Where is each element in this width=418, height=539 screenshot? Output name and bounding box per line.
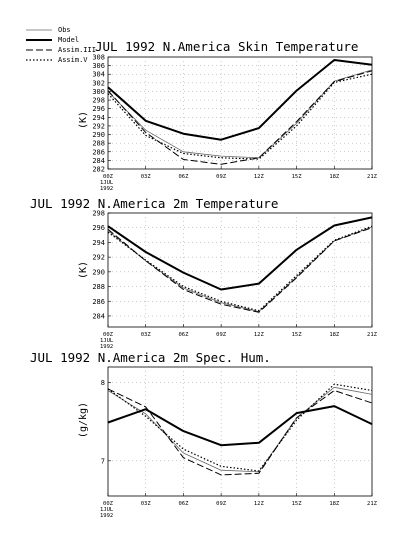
series-line-assim-v	[107, 225, 373, 312]
legend-label-assim3: Assim.III	[58, 46, 96, 54]
x-tick-label-06z: 06Z	[178, 501, 189, 507]
y-tick-label-304: 304	[92, 71, 105, 79]
panel-title-skin-temperature: JUL 1992 N.America Skin Temperature	[95, 39, 358, 54]
y-tick-label-296: 296	[92, 105, 105, 113]
series-line-model	[107, 59, 373, 141]
y-tick-label-8: 8	[101, 379, 105, 387]
x-sub-label: 1992	[100, 513, 113, 519]
x-tick-label-09z: 09Z	[216, 332, 227, 338]
x-tick-label-18z: 18Z	[329, 174, 340, 180]
y-tick-label-298: 298	[92, 210, 105, 218]
x-tick-label-00z: 00Z	[103, 501, 114, 507]
x-tick-label-12z: 12Z	[254, 332, 265, 338]
y-tick-label-286: 286	[92, 148, 105, 156]
y-tick-label-292: 292	[92, 254, 105, 262]
x-tick-label-15z: 15Z	[292, 332, 303, 338]
x-tick-label-15z: 15Z	[292, 501, 303, 507]
y-tick-label-306: 306	[92, 62, 105, 70]
series-line-assim-iii	[107, 388, 373, 476]
y-tick-label-298: 298	[92, 97, 105, 105]
panel-skin-temperature: JUL 1992 N.America Skin Temperature (K) …	[78, 39, 378, 192]
series-line-model	[107, 405, 373, 447]
y-axis-label-2m-specific-humidity: (g/kg)	[78, 402, 89, 438]
y-tick-label-288: 288	[92, 140, 105, 148]
y-axis-label-2m-temperature: (K)	[78, 261, 89, 279]
y-tick-label-282: 282	[92, 166, 105, 174]
x-sub-label: 1992	[100, 186, 113, 192]
x-sub-label: 1JUL	[100, 338, 114, 344]
x-tick-label-03z: 03Z	[141, 174, 152, 180]
y-axis-label-skin-temperature: (K)	[78, 111, 89, 129]
y-tick-label-296: 296	[92, 224, 105, 232]
y-tick-label-292: 292	[92, 122, 105, 130]
x-tick-label-21z: 21Z	[367, 332, 378, 338]
x-sub-label: 1JUL	[100, 507, 114, 513]
series-line-assim-iii	[107, 227, 373, 313]
series-line-obs	[107, 386, 373, 473]
series-line-assim-v	[107, 73, 373, 160]
x-tick-label-00z: 00Z	[103, 174, 114, 180]
y-tick-label-284: 284	[92, 157, 105, 165]
x-sub-label: 1992	[100, 344, 113, 350]
panel-title-2m-specific-humidity: JUL 1992 N.America 2m Spec. Hum.	[30, 350, 271, 365]
y-tick-label-294: 294	[92, 114, 105, 122]
y-tick-label-300: 300	[92, 88, 105, 96]
panel-2m-specific-humidity: JUL 1992 N.America 2m Spec. Hum. (g/kg) …	[30, 350, 378, 519]
legend: Obs Model Assim.III Assim.V	[26, 26, 96, 64]
x-tick-label-21z: 21Z	[367, 501, 378, 507]
series-line-assim-iii	[107, 70, 373, 165]
y-tick-label-302: 302	[92, 79, 105, 87]
y-tick-label-286: 286	[92, 298, 105, 306]
x-tick-label-03z: 03Z	[141, 501, 152, 507]
x-tick-label-12z: 12Z	[254, 501, 265, 507]
series-line-obs	[107, 226, 373, 313]
series-line-assim-v	[107, 383, 373, 472]
x-tick-label-09z: 09Z	[216, 501, 227, 507]
series-line-model	[107, 216, 373, 291]
series-line-obs	[107, 69, 373, 159]
x-tick-label-00z: 00Z	[103, 332, 114, 338]
y-tick-label-290: 290	[92, 131, 105, 139]
x-tick-label-18z: 18Z	[329, 501, 340, 507]
y-tick-label-7: 7	[101, 457, 105, 465]
y-tick-label-284: 284	[92, 312, 105, 320]
plot-frame	[107, 212, 373, 328]
y-tick-label-288: 288	[92, 283, 105, 291]
x-tick-label-12z: 12Z	[254, 174, 265, 180]
y-tick-label-308: 308	[92, 54, 105, 62]
x-tick-label-09z: 09Z	[216, 174, 227, 180]
y-tick-label-294: 294	[92, 239, 105, 247]
plot-frame	[107, 56, 373, 170]
y-tick-label-290: 290	[92, 268, 105, 276]
x-tick-label-15z: 15Z	[292, 174, 303, 180]
plot-frame	[107, 366, 373, 497]
x-tick-label-21z: 21Z	[367, 174, 378, 180]
legend-label-assim5: Assim.V	[58, 56, 88, 64]
legend-label-obs: Obs	[58, 26, 71, 34]
x-tick-label-18z: 18Z	[329, 332, 340, 338]
x-tick-label-03z: 03Z	[141, 332, 152, 338]
x-tick-label-06z: 06Z	[178, 174, 189, 180]
x-sub-label: 1JUL	[100, 180, 114, 186]
x-tick-label-06z: 06Z	[178, 332, 189, 338]
legend-label-model: Model	[58, 36, 79, 44]
panel-title-2m-temperature: JUL 1992 N.America 2m Temperature	[30, 196, 278, 211]
panel-2m-temperature: JUL 1992 N.America 2m Temperature (K) 00…	[30, 196, 378, 350]
